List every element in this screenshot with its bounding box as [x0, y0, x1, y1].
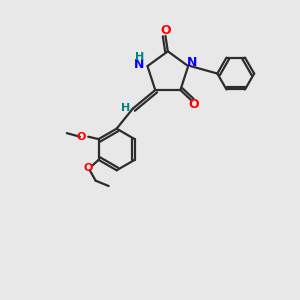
Text: H: H [121, 103, 130, 113]
Text: O: O [160, 24, 171, 37]
Text: N: N [134, 58, 144, 71]
Text: O: O [83, 163, 93, 172]
Text: O: O [77, 132, 86, 142]
Text: O: O [189, 98, 200, 111]
Text: H: H [134, 52, 144, 61]
Text: N: N [187, 56, 197, 69]
